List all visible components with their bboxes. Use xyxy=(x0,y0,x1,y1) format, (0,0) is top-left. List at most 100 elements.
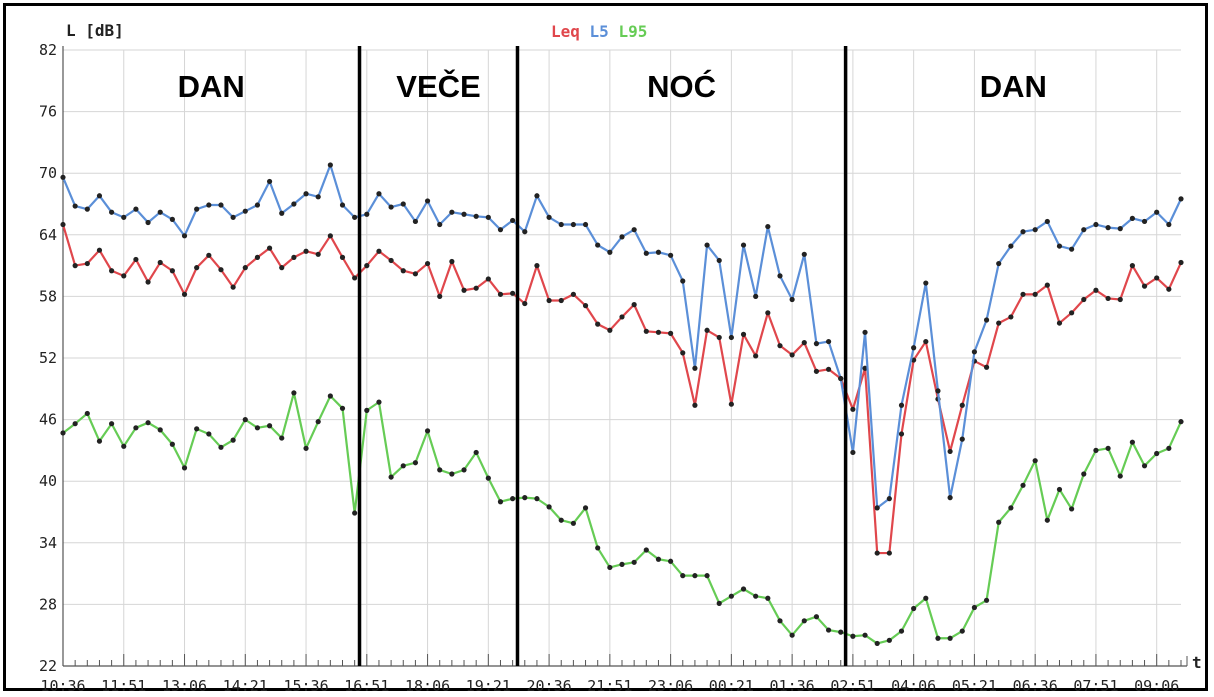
data-point-leq xyxy=(157,259,163,266)
data-point-l95 xyxy=(935,635,941,641)
data-point-l5 xyxy=(169,216,175,222)
data-point-l95 xyxy=(825,627,832,633)
data-point-leq xyxy=(242,265,248,271)
data-point-l5 xyxy=(181,233,188,239)
data-point-leq xyxy=(145,279,151,285)
data-point-l95 xyxy=(60,430,66,436)
data-point-l95 xyxy=(1141,463,1148,469)
legend: Leq L5 L95 xyxy=(551,22,647,41)
data-point-leq xyxy=(1008,314,1014,320)
data-point-leq xyxy=(339,254,346,260)
grid xyxy=(62,49,1181,667)
data-point-leq xyxy=(680,350,686,356)
series-group xyxy=(60,162,1184,647)
y-tick-label: 64 xyxy=(39,226,57,244)
data-point-leq xyxy=(1044,282,1050,288)
data-point-l5 xyxy=(1178,196,1184,202)
x-tick-label: 05:21 xyxy=(952,677,997,695)
data-point-l5 xyxy=(558,221,564,228)
data-point-l5 xyxy=(194,206,200,212)
data-point-l95 xyxy=(461,467,467,473)
y-tick-label: 34 xyxy=(39,534,57,552)
data-point-l95 xyxy=(753,593,759,599)
data-point-l95 xyxy=(983,597,990,603)
data-point-leq xyxy=(1020,291,1026,297)
data-point-l5 xyxy=(60,174,66,180)
y-tick-label: 58 xyxy=(39,287,57,305)
data-point-l5 xyxy=(850,449,856,456)
data-point-l5 xyxy=(874,505,880,511)
data-point-l5 xyxy=(1141,218,1148,225)
data-point-l95 xyxy=(1044,517,1050,523)
data-point-l5 xyxy=(996,260,1002,267)
data-point-l95 xyxy=(1093,447,1099,453)
data-point-l5 xyxy=(546,214,552,220)
data-point-l5 xyxy=(121,214,127,220)
x-tick-label: 14:21 xyxy=(223,677,268,695)
data-point-l5 xyxy=(728,334,734,341)
data-point-l95 xyxy=(522,495,528,501)
x-tick-label: 02:51 xyxy=(830,677,875,695)
data-point-l5 xyxy=(1008,243,1014,249)
data-point-l95 xyxy=(352,510,358,516)
y-tick-label: 28 xyxy=(39,595,57,613)
data-point-l95 xyxy=(546,504,552,510)
data-point-l95 xyxy=(339,405,346,411)
data-point-leq xyxy=(1166,286,1172,292)
data-point-leq xyxy=(254,254,261,260)
x-tick-label: 15:36 xyxy=(283,677,328,695)
data-point-l5 xyxy=(1044,218,1050,225)
data-point-l95 xyxy=(218,444,224,450)
x-tick-label: 13:06 xyxy=(162,677,207,695)
data-point-leq xyxy=(291,254,297,260)
data-point-l95 xyxy=(157,427,163,433)
data-point-leq xyxy=(716,334,722,341)
data-point-l95 xyxy=(266,423,273,429)
data-point-l5 xyxy=(983,317,990,323)
x-axis-title: t xyxy=(1192,653,1202,672)
data-point-l95 xyxy=(595,545,601,551)
data-point-leq xyxy=(692,402,698,408)
data-point-l95 xyxy=(971,604,978,611)
data-point-l5 xyxy=(315,194,321,200)
data-point-l5 xyxy=(109,209,115,215)
data-point-l5 xyxy=(412,218,419,225)
data-point-l5 xyxy=(570,221,576,228)
data-point-l95 xyxy=(607,564,613,571)
data-point-l5 xyxy=(230,214,236,220)
data-point-leq xyxy=(230,284,236,290)
data-point-l5 xyxy=(1093,221,1099,228)
x-tick-label: 16:51 xyxy=(344,677,389,695)
data-point-l5 xyxy=(631,227,637,233)
data-point-l5 xyxy=(898,402,905,408)
data-point-l5 xyxy=(437,221,443,228)
data-point-leq xyxy=(522,300,528,307)
data-point-l95 xyxy=(850,633,856,639)
data-point-l95 xyxy=(838,629,844,635)
data-point-l95 xyxy=(643,547,649,553)
data-point-l5 xyxy=(242,208,248,214)
data-point-leq xyxy=(777,343,783,349)
data-point-leq xyxy=(534,263,540,269)
data-point-l95 xyxy=(619,561,625,567)
data-point-leq xyxy=(813,368,820,374)
y-tick-label: 40 xyxy=(39,472,57,490)
y-tick-label: 52 xyxy=(39,349,57,367)
data-point-l5 xyxy=(485,214,491,220)
period-label: NOĆ xyxy=(647,68,716,104)
data-point-l5 xyxy=(947,495,953,501)
x-tick-label: 09:06 xyxy=(1134,677,1179,695)
data-point-l95 xyxy=(1032,458,1038,464)
data-point-l95 xyxy=(874,640,880,647)
data-point-leq xyxy=(352,275,358,281)
data-point-leq xyxy=(789,352,795,358)
data-point-leq xyxy=(1069,310,1075,316)
data-point-l95 xyxy=(133,425,139,431)
data-point-l5 xyxy=(96,193,103,199)
data-point-l5 xyxy=(206,202,212,208)
data-point-leq xyxy=(1178,259,1184,266)
data-point-l5 xyxy=(838,375,844,382)
data-point-leq xyxy=(84,260,90,267)
data-point-leq xyxy=(753,353,759,359)
data-point-leq xyxy=(607,327,613,333)
